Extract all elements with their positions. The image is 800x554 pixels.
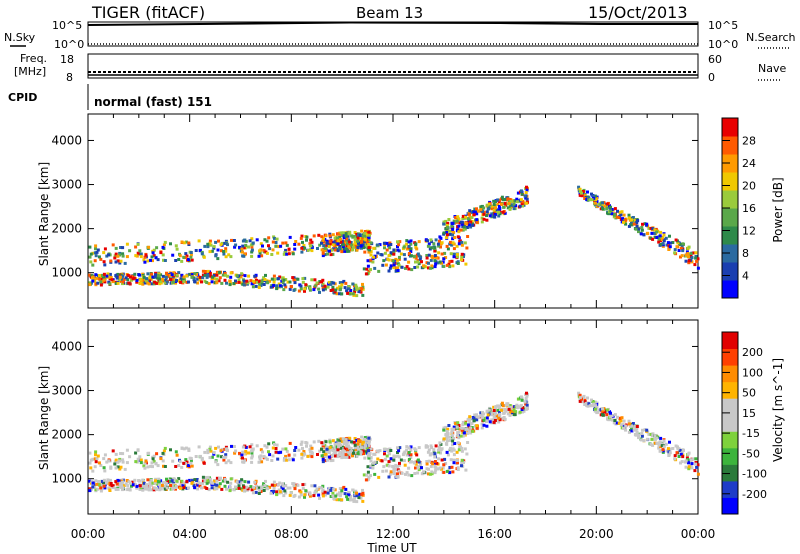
colorbar-tick-label: 15 bbox=[742, 407, 756, 420]
colorbar-tick-label: -100 bbox=[742, 468, 767, 481]
colorbar-tick-label: 16 bbox=[742, 202, 756, 215]
colorbar-tick-label: 20 bbox=[742, 180, 756, 193]
colorbar-segment bbox=[722, 118, 738, 137]
ytick-label: 2000 bbox=[51, 428, 82, 442]
cpid-label: CPID bbox=[8, 91, 37, 104]
cpid-value: normal (fast) 151 bbox=[94, 95, 212, 109]
nsearch-tick-top: 10^5 bbox=[708, 19, 738, 32]
ytick-label: 3000 bbox=[51, 178, 82, 192]
colorbar-tick-label: -15 bbox=[742, 427, 760, 440]
colorbar-segment bbox=[722, 414, 738, 432]
power-colorbar-label: Power [dB] bbox=[771, 177, 785, 242]
colorbar-tick-label: 12 bbox=[742, 225, 756, 238]
nsearch-label: N.Search bbox=[746, 31, 796, 44]
colorbar-tick-label: 24 bbox=[742, 157, 756, 170]
colorbar-tick-label: -50 bbox=[742, 447, 760, 460]
colorbar-segment bbox=[722, 381, 738, 399]
nsearch-tick-bottom: 10^0 bbox=[708, 38, 738, 51]
xtick-label: 16:00 bbox=[477, 527, 512, 541]
power-ylabel: Slant Range [km] bbox=[37, 162, 51, 266]
xtick-label: 00:00 bbox=[71, 527, 106, 541]
ytick-label: 3000 bbox=[51, 384, 82, 398]
colorbar-tick-label: 28 bbox=[742, 135, 756, 148]
ytick-label: 2000 bbox=[51, 222, 82, 236]
xtick-label: 20:00 bbox=[579, 527, 614, 541]
colorbar-segment bbox=[722, 172, 738, 191]
beam-label: Beam 13 bbox=[356, 4, 423, 22]
nsky-label: N.Sky bbox=[4, 31, 36, 44]
velocity-data-points bbox=[88, 391, 700, 504]
nsky-tick-bottom: 10^0 bbox=[54, 38, 84, 51]
velocity-ylabel: Slant Range [km] bbox=[37, 366, 51, 470]
colorbar-tick-label: 8 bbox=[742, 247, 749, 260]
colorbar-segment bbox=[722, 497, 738, 515]
colorbar-tick-label: 200 bbox=[742, 346, 763, 359]
colorbar-segment bbox=[722, 398, 738, 416]
colorbar-segment bbox=[722, 332, 738, 350]
colorbar-tick-label: -200 bbox=[742, 488, 767, 501]
freq-tick-top: 18 bbox=[60, 53, 74, 66]
nsky-tick-top: 10^5 bbox=[52, 19, 82, 32]
colorbar-segment bbox=[722, 365, 738, 383]
nave-label: Nave bbox=[758, 62, 786, 75]
xtick-label: 12:00 bbox=[376, 527, 411, 541]
velocity-colorbar-label: Velocity [m s^-1] bbox=[771, 358, 785, 462]
frequency-panel: Freq. [MHz] 18 8 60 0 Nave bbox=[14, 52, 786, 84]
colorbar-tick-label: 100 bbox=[742, 366, 763, 379]
colorbar-segment bbox=[722, 208, 738, 227]
colorbar-tick-label: 4 bbox=[742, 270, 749, 283]
nsky-panel: N.Sky 10^5 10^0 10^5 10^0 N.Search bbox=[4, 19, 796, 51]
xtick-label: 08:00 bbox=[274, 527, 309, 541]
time-axis: 00:00 04:00 08:00 12:00 16:00 20:00 00:00 bbox=[71, 527, 716, 541]
colorbar-segment bbox=[722, 226, 738, 245]
colorbar-segment bbox=[722, 480, 738, 498]
xtick-label: 00:00 bbox=[681, 527, 716, 541]
cpid-panel: CPID normal (fast) 151 bbox=[8, 84, 212, 110]
ytick-label: 4000 bbox=[51, 339, 82, 353]
colorbar-tick-label: 50 bbox=[742, 387, 756, 400]
colorbar-segment bbox=[722, 431, 738, 449]
freq-tick-bottom: 8 bbox=[66, 71, 73, 84]
date-label: 15/Oct/2013 bbox=[588, 3, 688, 22]
freq-label-line2: [MHz] bbox=[14, 65, 46, 78]
ytick-label: 4000 bbox=[51, 133, 82, 147]
freq-label-line1: Freq. bbox=[20, 52, 47, 65]
colorbar-segment bbox=[722, 280, 738, 299]
colorbar-segment bbox=[722, 190, 738, 209]
ytick-label: 1000 bbox=[51, 266, 82, 280]
radar-title: TIGER (fitACF) bbox=[91, 3, 205, 22]
colorbar-segment bbox=[722, 447, 738, 465]
colorbar-segment bbox=[722, 262, 738, 281]
power-data-points bbox=[88, 185, 700, 298]
nave-tick-top: 60 bbox=[708, 53, 722, 66]
colorbar-segment bbox=[722, 348, 738, 366]
ytick-label: 1000 bbox=[51, 472, 82, 486]
colorbar-segment bbox=[722, 136, 738, 155]
xaxis-label: Time UT bbox=[366, 541, 417, 554]
colorbar-segment bbox=[722, 464, 738, 482]
nave-tick-bottom: 0 bbox=[708, 71, 715, 84]
velocity-panel: 4000 3000 2000 1000 Slant Range [km] 200 100… bbox=[37, 319, 785, 515]
power-panel: 4000 3000 2000 1000 Slant Range [km] 28 24 20… bbox=[37, 113, 785, 309]
xtick-label: 04:00 bbox=[172, 527, 207, 541]
